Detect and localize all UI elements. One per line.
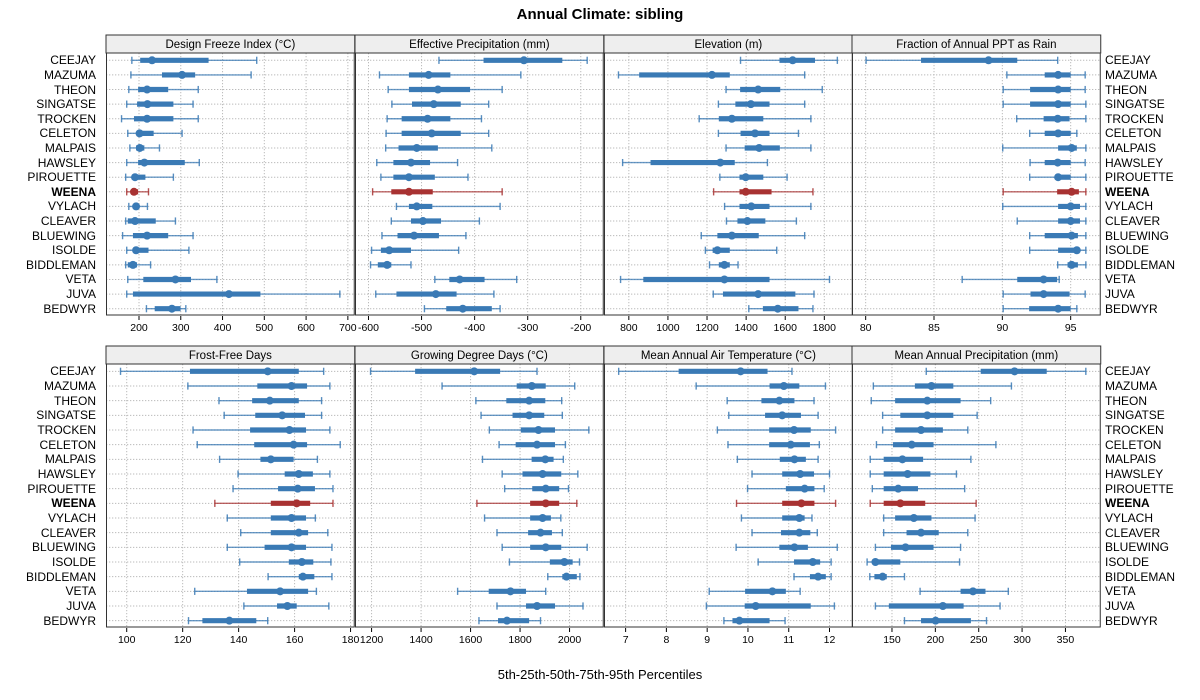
svg-text:10: 10 [742,634,754,646]
svg-text:300: 300 [1014,634,1032,646]
svg-text:Frost-Free Days: Frost-Free Days [189,350,272,362]
svg-text:600: 600 [297,322,315,334]
svg-text:95: 95 [1065,322,1077,334]
svg-text:-400: -400 [464,322,485,334]
svg-text:250: 250 [970,634,988,646]
svg-text:80: 80 [860,322,872,334]
svg-text:1200: 1200 [360,634,384,646]
svg-text:150: 150 [883,634,901,646]
svg-text:-200: -200 [570,322,591,334]
svg-text:800: 800 [620,322,638,334]
svg-text:90: 90 [997,322,1009,334]
svg-text:-600: -600 [358,322,379,334]
svg-text:8: 8 [663,634,669,646]
svg-text:1000: 1000 [656,322,680,334]
svg-text:200: 200 [130,322,148,334]
svg-text:Design Freeze Index (°C): Design Freeze Index (°C) [165,39,295,51]
svg-text:1400: 1400 [734,322,758,334]
svg-text:Mean Annual Precipitation (mm): Mean Annual Precipitation (mm) [895,350,1059,362]
svg-text:-500: -500 [411,322,432,334]
svg-text:11: 11 [783,634,794,646]
svg-text:Growing Degree Days (°C): Growing Degree Days (°C) [411,350,548,362]
svg-text:85: 85 [928,322,940,334]
svg-text:9: 9 [704,634,710,646]
svg-text:500: 500 [256,322,274,334]
svg-text:-300: -300 [517,322,538,334]
svg-text:12: 12 [823,634,835,646]
svg-text:1600: 1600 [773,322,797,334]
svg-text:Fraction of Annual PPT as Rain: Fraction of Annual PPT as Rain [897,39,1057,51]
svg-text:120: 120 [174,634,192,646]
svg-text:1800: 1800 [508,634,532,646]
svg-text:1400: 1400 [409,634,433,646]
svg-text:7: 7 [622,634,628,646]
svg-text:1600: 1600 [459,634,483,646]
svg-text:2000: 2000 [558,634,582,646]
svg-text:160: 160 [286,634,304,646]
svg-text:1200: 1200 [695,322,719,334]
svg-text:Effective Precipitation (mm): Effective Precipitation (mm) [409,39,550,51]
svg-text:140: 140 [230,634,248,646]
svg-text:350: 350 [1057,634,1075,646]
svg-text:1800: 1800 [812,322,836,334]
svg-text:100: 100 [118,634,136,646]
svg-text:Mean Annual Air Temperature (°: Mean Annual Air Temperature (°C) [640,350,815,362]
svg-text:300: 300 [172,322,190,334]
svg-text:200: 200 [927,634,945,646]
svg-text:Elevation (m): Elevation (m) [694,39,762,51]
svg-text:400: 400 [214,322,232,334]
